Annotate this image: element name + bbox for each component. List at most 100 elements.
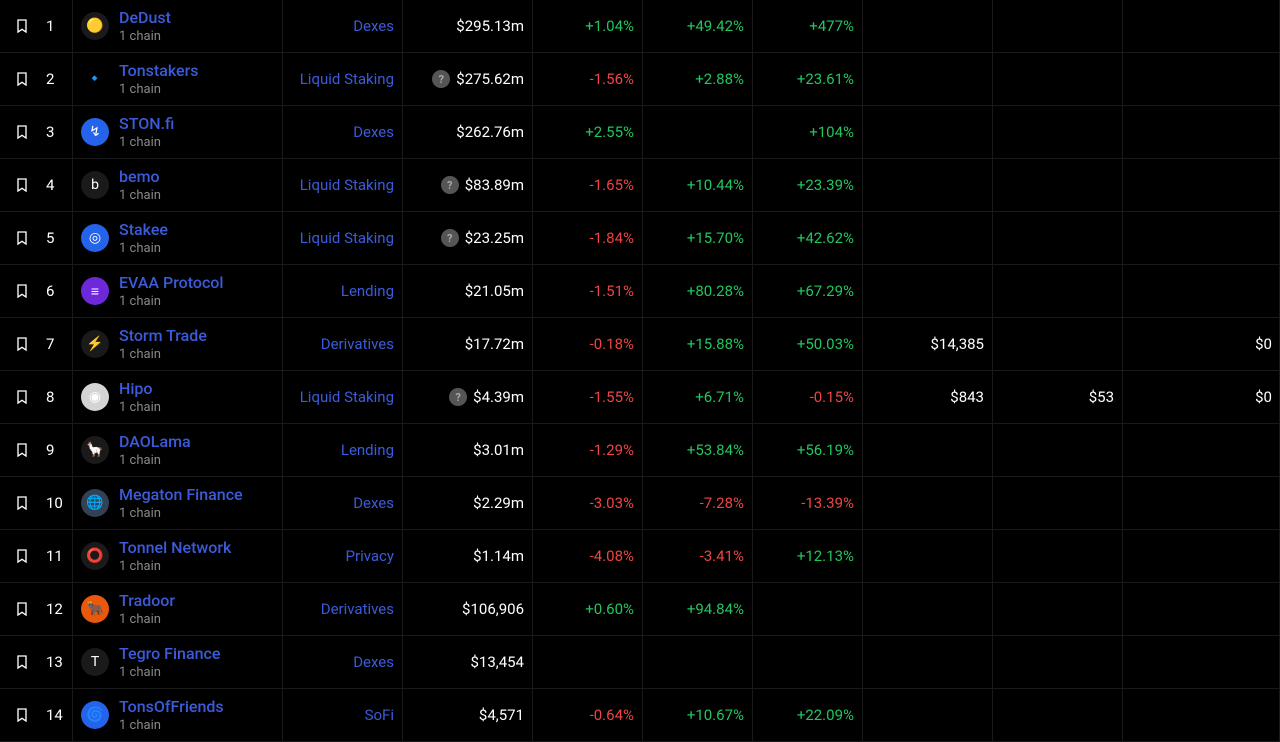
category-link[interactable]: Dexes bbox=[353, 494, 394, 512]
protocol-name[interactable]: Tradoor bbox=[119, 591, 175, 610]
chain-count[interactable]: 1 chain bbox=[119, 188, 161, 204]
protocol-name[interactable]: TonsOfFriends bbox=[119, 697, 224, 716]
chain-count[interactable]: 1 chain bbox=[119, 400, 161, 416]
chain-count[interactable]: 1 chain bbox=[119, 559, 231, 575]
volume-value: $0 bbox=[1255, 335, 1272, 353]
change-1d-cell: -1.51% bbox=[532, 265, 642, 317]
table-row[interactable]: 9 🦙 DAOLama 1 chain Lending $3.01m -1.29… bbox=[0, 424, 1280, 477]
protocol-name[interactable]: Storm Trade bbox=[119, 326, 207, 345]
table-row[interactable]: 8 ◉ Hipo 1 chain Liquid Staking ? $4.39m… bbox=[0, 371, 1280, 424]
bookmark-icon[interactable] bbox=[14, 493, 30, 513]
protocol-name[interactable]: EVAA Protocol bbox=[119, 273, 223, 292]
chain-count[interactable]: 1 chain bbox=[119, 294, 223, 310]
chain-count[interactable]: 1 chain bbox=[119, 135, 174, 151]
chain-count[interactable]: 1 chain bbox=[119, 506, 243, 522]
bookmark-icon[interactable] bbox=[14, 228, 30, 248]
bookmark-icon[interactable] bbox=[14, 16, 30, 36]
category-link[interactable]: Liquid Staking bbox=[300, 388, 394, 406]
info-icon[interactable]: ? bbox=[432, 70, 450, 88]
revenue-cell bbox=[992, 0, 1122, 52]
protocol-name[interactable]: Tegro Finance bbox=[119, 644, 220, 663]
change-1d: -1.65% bbox=[590, 176, 634, 194]
name-stack: Megaton Finance 1 chain bbox=[119, 485, 243, 522]
category-link[interactable]: Privacy bbox=[346, 547, 394, 565]
table-row[interactable]: 3 ↯ STON.fi 1 chain Dexes $262.76m +2.55… bbox=[0, 106, 1280, 159]
chain-count[interactable]: 1 chain bbox=[119, 241, 168, 257]
table-row[interactable]: 6 ≡ EVAA Protocol 1 chain Lending $21.05… bbox=[0, 265, 1280, 318]
change-30d-cell: +12.13% bbox=[752, 530, 862, 582]
category-link[interactable]: Dexes bbox=[353, 653, 394, 671]
table-row[interactable]: 14 🌀 TonsOfFriends 1 chain SoFi $4,571 -… bbox=[0, 689, 1280, 742]
bookmark-icon[interactable] bbox=[14, 546, 30, 566]
table-row[interactable]: 13 T Tegro Finance 1 chain Dexes $13,454 bbox=[0, 636, 1280, 689]
bookmark-icon[interactable] bbox=[14, 69, 30, 89]
change-7d-cell: +2.88% bbox=[642, 53, 752, 105]
info-icon[interactable]: ? bbox=[441, 229, 459, 247]
category-link[interactable]: Lending bbox=[341, 282, 394, 300]
info-icon[interactable]: ? bbox=[449, 388, 467, 406]
table-row[interactable]: 10 🌐 Megaton Finance 1 chain Dexes $2.29… bbox=[0, 477, 1280, 530]
chain-count[interactable]: 1 chain bbox=[119, 347, 207, 363]
info-icon[interactable]: ? bbox=[441, 176, 459, 194]
protocol-name[interactable]: Tonnel Network bbox=[119, 538, 231, 557]
protocol-name[interactable]: bemo bbox=[119, 167, 161, 186]
rank-cell: 5 bbox=[44, 212, 72, 264]
category-link[interactable]: Dexes bbox=[353, 17, 394, 35]
chain-count[interactable]: 1 chain bbox=[119, 612, 175, 628]
protocol-name[interactable]: STON.fi bbox=[119, 114, 174, 133]
protocol-name[interactable]: Megaton Finance bbox=[119, 485, 243, 504]
table-row[interactable]: 2 🔹 Tonstakers 1 chain Liquid Staking ? … bbox=[0, 53, 1280, 106]
bookmark-icon[interactable] bbox=[14, 440, 30, 460]
protocol-icon: ◎ bbox=[81, 224, 109, 252]
change-30d: +50.03% bbox=[797, 335, 854, 353]
table-row[interactable]: 1 🟡 DeDust 1 chain Dexes $295.13m +1.04%… bbox=[0, 0, 1280, 53]
name-stack: Tonnel Network 1 chain bbox=[119, 538, 231, 575]
bookmark-icon[interactable] bbox=[14, 387, 30, 407]
chain-count[interactable]: 1 chain bbox=[119, 453, 191, 469]
category-link[interactable]: Derivatives bbox=[321, 335, 394, 353]
fees-cell bbox=[862, 159, 992, 211]
bookmark-icon[interactable] bbox=[14, 122, 30, 142]
fees-cell bbox=[862, 530, 992, 582]
revenue-cell bbox=[992, 477, 1122, 529]
table-row[interactable]: 5 ◎ Stakee 1 chain Liquid Staking ? $23.… bbox=[0, 212, 1280, 265]
bookmark-icon[interactable] bbox=[14, 334, 30, 354]
name-stack: DeDust 1 chain bbox=[119, 8, 171, 45]
table-row[interactable]: 11 ⭕ Tonnel Network 1 chain Privacy $1.1… bbox=[0, 530, 1280, 583]
category-link[interactable]: Liquid Staking bbox=[300, 70, 394, 88]
chain-count[interactable]: 1 chain bbox=[119, 665, 220, 681]
chain-count[interactable]: 1 chain bbox=[119, 29, 171, 45]
chain-count[interactable]: 1 chain bbox=[119, 82, 198, 98]
bookmark-icon[interactable] bbox=[14, 652, 30, 672]
protocol-name[interactable]: Tonstakers bbox=[119, 61, 198, 80]
protocol-name[interactable]: DeDust bbox=[119, 8, 171, 27]
chain-count[interactable]: 1 chain bbox=[119, 718, 224, 734]
volume-cell bbox=[1122, 689, 1280, 741]
bookmark-icon[interactable] bbox=[14, 281, 30, 301]
name-stack: Stakee 1 chain bbox=[119, 220, 168, 257]
category-link[interactable]: Derivatives bbox=[321, 600, 394, 618]
category-link[interactable]: Liquid Staking bbox=[300, 229, 394, 247]
category-link[interactable]: Liquid Staking bbox=[300, 176, 394, 194]
bookmark-icon[interactable] bbox=[14, 705, 30, 725]
category-link[interactable]: Lending bbox=[341, 441, 394, 459]
table-row[interactable]: 4 b bemo 1 chain Liquid Staking ? $83.89… bbox=[0, 159, 1280, 212]
change-30d: +477% bbox=[809, 17, 854, 35]
category-link[interactable]: Dexes bbox=[353, 123, 394, 141]
table-row[interactable]: 12 🐂 Tradoor 1 chain Derivatives $106,90… bbox=[0, 583, 1280, 636]
volume-cell bbox=[1122, 212, 1280, 264]
table-row[interactable]: 7 ⚡ Storm Trade 1 chain Derivatives $17.… bbox=[0, 318, 1280, 371]
bookmark-icon[interactable] bbox=[14, 599, 30, 619]
protocol-name[interactable]: DAOLama bbox=[119, 432, 191, 451]
protocol-name[interactable]: Stakee bbox=[119, 220, 168, 239]
category-link[interactable]: SoFi bbox=[365, 706, 394, 724]
bookmark-cell bbox=[0, 371, 44, 423]
protocol-name[interactable]: Hipo bbox=[119, 379, 161, 398]
change-30d-cell bbox=[752, 583, 862, 635]
bookmark-icon[interactable] bbox=[14, 175, 30, 195]
change-1d-cell: -4.08% bbox=[532, 530, 642, 582]
name-cell: ≡ EVAA Protocol 1 chain bbox=[72, 265, 282, 317]
name-cell: 🔹 Tonstakers 1 chain bbox=[72, 53, 282, 105]
tvl-value: $21.05m bbox=[411, 282, 524, 300]
volume-cell bbox=[1122, 583, 1280, 635]
